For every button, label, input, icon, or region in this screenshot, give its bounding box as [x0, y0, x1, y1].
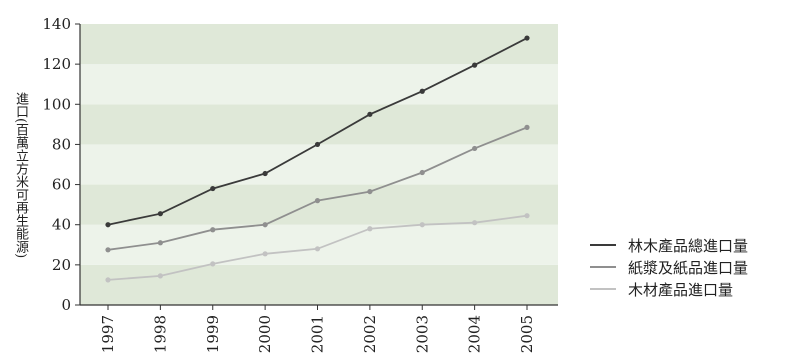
data-point-0 [524, 35, 530, 41]
data-point-0 [367, 111, 373, 117]
x-tick-label: 2002 [361, 315, 379, 353]
y-tick-label: 60 [52, 176, 71, 194]
data-point-0 [157, 211, 163, 217]
data-point-1 [419, 169, 425, 176]
data-point-2 [157, 273, 163, 279]
data-point-0 [314, 141, 321, 148]
data-point-1 [105, 247, 111, 253]
grid-band [80, 144, 558, 185]
data-point-2 [314, 246, 321, 252]
data-point-1 [210, 227, 216, 233]
series-lines [105, 35, 530, 283]
legend-item-total: 林木產品總進口量 [590, 234, 748, 256]
x-tick-label: 2000 [256, 315, 274, 353]
data-point-2 [367, 226, 373, 232]
legend-item-timber: 木材產品進口量 [590, 278, 748, 300]
legend: 林木產品總進口量 紙漿及紙品進口量 木材產品進口量 [590, 234, 748, 300]
y-tick-label: 80 [52, 135, 71, 153]
x-tick-label: 2004 [466, 315, 484, 353]
data-point-0 [472, 62, 478, 68]
data-point-0 [210, 185, 216, 192]
plot-background [80, 24, 558, 305]
y-tick-label: 40 [52, 216, 71, 234]
data-point-0 [105, 222, 111, 228]
data-point-2 [262, 251, 268, 257]
legend-label-total: 林木產品總進口量 [628, 236, 749, 255]
data-point-1 [314, 198, 321, 204]
grid-band [80, 24, 558, 65]
legend-swatch-total [590, 244, 616, 246]
y-axis-label: 進口(百萬立方米可再生能源) [13, 91, 28, 259]
y-tick-label: 100 [42, 95, 71, 113]
axes [79, 24, 558, 306]
y-axis-ticks: 0 20 40 60 80 100 120 140 [42, 15, 80, 314]
data-point-0 [419, 88, 425, 94]
legend-item-pulp-paper: 紙漿及紙品進口量 [590, 256, 748, 278]
data-point-2 [419, 222, 425, 228]
legend-label-timber: 木材產品進口量 [628, 280, 734, 299]
grid-band [80, 104, 558, 145]
grid-band [80, 64, 558, 105]
y-tick-label: 120 [42, 55, 71, 73]
data-point-1 [157, 240, 163, 246]
data-point-0 [262, 170, 268, 177]
legend-swatch-pulp-paper [590, 266, 616, 268]
x-tick-label: 2001 [309, 315, 327, 353]
data-point-2 [524, 213, 530, 219]
data-point-1 [524, 124, 530, 130]
x-tick-label: 1998 [151, 315, 169, 353]
data-point-1 [472, 145, 478, 152]
x-tick-label: 2005 [518, 315, 536, 353]
legend-swatch-timber [590, 288, 616, 290]
y-tick-label: 0 [61, 296, 71, 314]
grid-band [80, 264, 558, 305]
x-tick-label: 1999 [204, 315, 222, 353]
data-point-2 [210, 261, 216, 267]
legend-label-pulp-paper: 紙漿及紙品進口量 [628, 258, 749, 277]
data-point-2 [472, 220, 478, 226]
y-tick-label: 20 [52, 256, 71, 274]
grid-band [80, 184, 558, 225]
data-point-1 [262, 222, 268, 228]
y-tick-label: 140 [42, 15, 71, 33]
x-axis-ticks: 1997 1998 1999 2000 2001 2002 2003 2004 2005 [99, 305, 536, 353]
x-tick-label: 2003 [413, 315, 431, 353]
x-tick-label: 1997 [99, 315, 117, 353]
data-point-2 [105, 277, 111, 283]
data-point-1 [367, 188, 373, 195]
